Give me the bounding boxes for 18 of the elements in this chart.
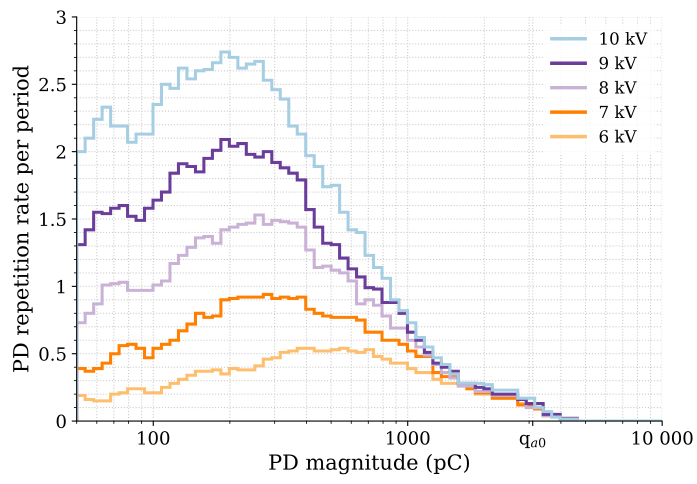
legend-label: 7 kV	[600, 105, 637, 118]
legend-label: 9 kV	[600, 56, 637, 70]
x-tick-label: 10 000	[632, 431, 693, 445]
y-tick-label: 0.5	[39, 347, 66, 361]
y-tick-label: 1.5	[40, 212, 66, 226]
legend-label: 10 kV	[600, 32, 648, 45]
y-tick-label: 3	[56, 10, 66, 24]
x-tick-label: 1000	[386, 431, 430, 445]
x-axis-title: PD magnitude (pC)	[269, 454, 470, 474]
x-tick-label: 100	[138, 431, 170, 445]
legend-label: 8 kV	[600, 80, 637, 94]
y-tick-label: 2	[56, 145, 66, 159]
x-tick-label: q$_{a0}$	[520, 434, 546, 448]
y-tick-label: 2.5	[39, 78, 66, 92]
y-tick-label: 0	[56, 414, 66, 428]
y-axis-title: PD repetition rate per period	[12, 66, 33, 372]
legend-label: 6 kV	[600, 130, 637, 143]
y-tick-label: 1	[58, 280, 64, 294]
